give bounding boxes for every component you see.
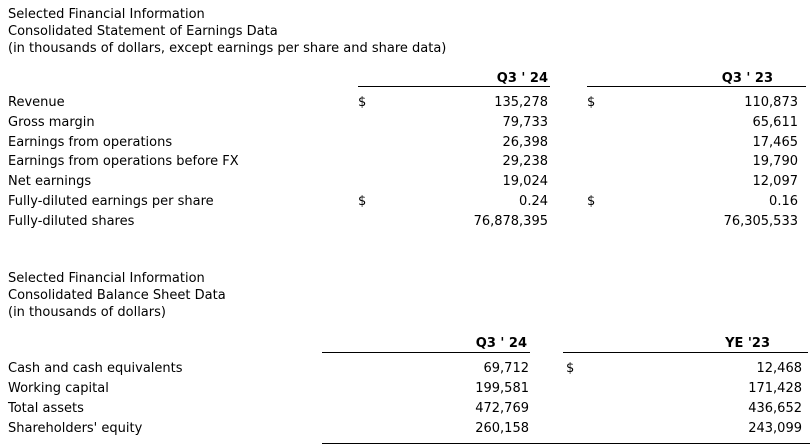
- cell-value: 17,465: [752, 135, 799, 150]
- table-row: Earnings from operations before FX 29,23…: [0, 154, 812, 174]
- cell-value: 69,712: [483, 361, 530, 376]
- table-row: Working capital 199,581 171,428: [0, 381, 812, 401]
- dollar-sign: $: [358, 95, 367, 110]
- table-row: Net earnings 19,024 12,097: [0, 174, 812, 194]
- column-rule: [587, 86, 806, 87]
- cell-value: 436,652: [748, 401, 802, 416]
- column-header-q3-24: Q3 ' 24: [496, 71, 548, 86]
- row-label: Fully-diluted shares: [8, 214, 135, 229]
- row-label: Revenue: [8, 95, 65, 110]
- cell-value: 12,468: [756, 361, 803, 376]
- column-rule: [358, 86, 550, 87]
- row-label: Gross margin: [8, 115, 95, 130]
- row-label: Working capital: [8, 381, 109, 396]
- balance-sheet-title: Selected Financial Information Consolida…: [8, 270, 226, 321]
- cell-value: 243,099: [748, 421, 802, 436]
- row-label: Total assets: [8, 401, 84, 416]
- cell-value: 19,790: [752, 154, 799, 169]
- table-row: Fully-diluted earnings per share $ 0.24 …: [0, 194, 812, 214]
- cell-value: 79,733: [502, 115, 549, 130]
- cell-value: 199,581: [475, 381, 529, 396]
- cell-value: 19,024: [502, 174, 549, 189]
- cell-value: 260,158: [475, 421, 529, 436]
- cell-value: 171,428: [748, 381, 802, 396]
- row-label: Net earnings: [8, 174, 92, 189]
- dollar-sign: $: [587, 95, 596, 110]
- column-header-q3-24-bs: Q3 ' 24: [475, 336, 527, 351]
- table-row: Earnings from operations 26,398 17,465: [0, 135, 812, 155]
- column-header-q3-23: Q3 ' 23: [721, 71, 773, 86]
- statement-of-earnings-title: Selected Financial Information Consolida…: [8, 6, 446, 57]
- cell-value: 12,097: [752, 174, 799, 189]
- table-row: Shareholders' equity 260,158 243,099: [0, 421, 812, 441]
- cell-value: 0.24: [519, 194, 548, 209]
- table-row: Revenue $ 135,278 $ 110,873: [0, 95, 812, 115]
- table-row: Cash and cash equivalents 69,712 $ 12,46…: [0, 361, 812, 381]
- title-line: Consolidated Statement of Earnings Data: [8, 24, 278, 39]
- table-bottom-rule: [322, 443, 810, 444]
- dollar-sign: $: [587, 194, 596, 209]
- row-label: Shareholders' equity: [8, 421, 143, 436]
- title-line: Selected Financial Information: [8, 271, 205, 286]
- table-row: Total assets 472,769 436,652: [0, 401, 812, 421]
- cell-value: 135,278: [494, 95, 548, 110]
- cell-value: 29,238: [502, 154, 549, 169]
- cell-value: 76,305,533: [723, 214, 798, 229]
- title-line: (in thousands of dollars): [8, 305, 166, 320]
- cell-value: 472,769: [475, 401, 529, 416]
- column-rule: [563, 352, 808, 353]
- column-rule: [322, 352, 530, 353]
- row-label: Cash and cash equivalents: [8, 361, 183, 376]
- title-line: (in thousands of dollars, except earning…: [8, 41, 447, 56]
- dollar-sign: $: [358, 194, 367, 209]
- title-line: Selected Financial Information: [8, 7, 205, 22]
- table-row: Fully-diluted shares 76,878,395 76,305,5…: [0, 214, 812, 234]
- row-label: Earnings from operations before FX: [8, 154, 239, 169]
- title-line: Consolidated Balance Sheet Data: [8, 288, 226, 303]
- dollar-sign: $: [566, 361, 575, 376]
- row-label: Fully-diluted earnings per share: [8, 194, 214, 209]
- cell-value: 26,398: [502, 135, 549, 150]
- row-label: Earnings from operations: [8, 135, 173, 150]
- cell-value: 76,878,395: [473, 214, 548, 229]
- table-row: Gross margin 79,733 65,611: [0, 115, 812, 135]
- column-header-ye-23: YE '23: [725, 336, 770, 351]
- cell-value: 65,611: [752, 115, 799, 130]
- cell-value: 110,873: [744, 95, 798, 110]
- cell-value: 0.16: [769, 194, 798, 209]
